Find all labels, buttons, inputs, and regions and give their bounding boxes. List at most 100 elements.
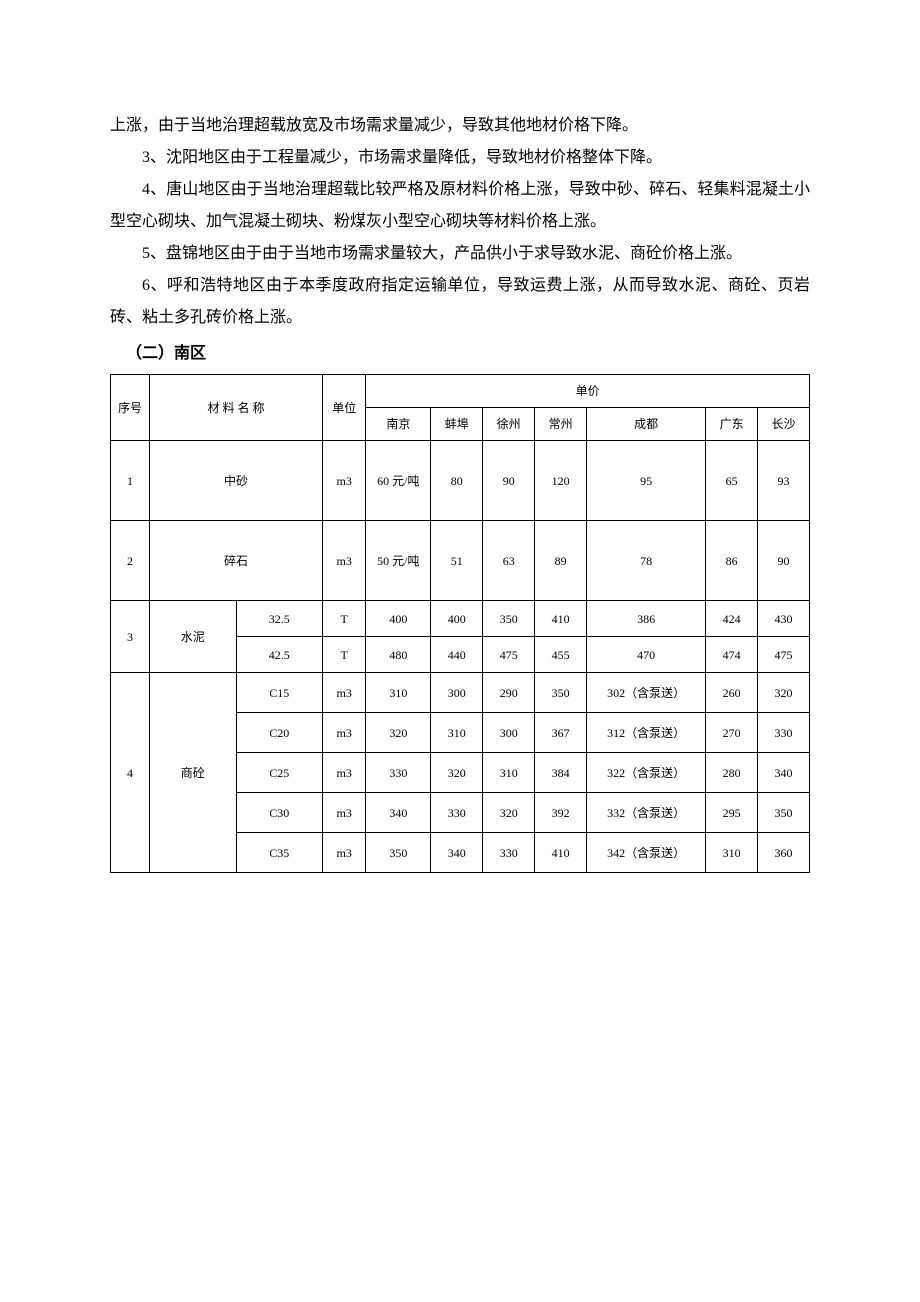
cell-name: 碎石 xyxy=(149,521,322,601)
paragraph-3: 4、唐山地区由于当地治理超载比较严格及原材料价格上涨，导致中砂、碎石、轻集料混凝… xyxy=(110,174,810,238)
cell-value: 320 xyxy=(758,673,810,713)
cell-value: 93 xyxy=(758,441,810,521)
cell-value: 455 xyxy=(535,637,587,673)
cell-value: 86 xyxy=(706,521,758,601)
cell-value: 332（含泵送） xyxy=(587,793,706,833)
header-city-2: 徐州 xyxy=(483,408,535,441)
paragraph-5: 6、呼和浩特地区由于本季度政府指定运输单位，导致运费上涨，从而导致水泥、商砼、页… xyxy=(110,270,810,334)
cell-value: 78 xyxy=(587,521,706,601)
header-unit: 单位 xyxy=(323,375,366,441)
cell-spec: C20 xyxy=(236,713,323,753)
header-seq: 序号 xyxy=(111,375,150,441)
cell-value: 400 xyxy=(366,601,431,637)
cell-unit: m3 xyxy=(323,441,366,521)
header-city-6: 长沙 xyxy=(758,408,810,441)
cell-value: 310 xyxy=(706,833,758,873)
cell-seq: 2 xyxy=(111,521,150,601)
cell-value: 350 xyxy=(483,601,535,637)
cell-unit: m3 xyxy=(323,793,366,833)
cell-value: 392 xyxy=(535,793,587,833)
table-header-row-1: 序号 材 料 名 称 单位 单价 xyxy=(111,375,810,408)
header-price: 单价 xyxy=(366,375,810,408)
cell-value: 330 xyxy=(758,713,810,753)
cell-value: 384 xyxy=(535,753,587,793)
cell-value: 320 xyxy=(483,793,535,833)
cell-value: 474 xyxy=(706,637,758,673)
cell-value: 360 xyxy=(758,833,810,873)
cell-spec: C35 xyxy=(236,833,323,873)
cell-name: 商砼 xyxy=(149,673,236,873)
cell-value: 310 xyxy=(483,753,535,793)
cell-value: 290 xyxy=(483,673,535,713)
cell-value: 270 xyxy=(706,713,758,753)
cell-value: 260 xyxy=(706,673,758,713)
cell-value: 295 xyxy=(706,793,758,833)
cell-value: 80 xyxy=(431,441,483,521)
cell-value: 310 xyxy=(431,713,483,753)
cell-spec: C25 xyxy=(236,753,323,793)
cell-value: 320 xyxy=(366,713,431,753)
cell-value: 386 xyxy=(587,601,706,637)
table-row: 2 碎石 m3 50 元/吨 51 63 89 78 86 90 xyxy=(111,521,810,601)
cell-unit: T xyxy=(323,601,366,637)
price-table: 序号 材 料 名 称 单位 单价 南京 蚌埠 徐州 常州 成都 广东 长沙 1 … xyxy=(110,374,810,873)
cell-value: 340 xyxy=(431,833,483,873)
header-city-5: 广东 xyxy=(706,408,758,441)
cell-value: 410 xyxy=(535,833,587,873)
cell-value: 310 xyxy=(366,673,431,713)
cell-value: 430 xyxy=(758,601,810,637)
cell-spec: C30 xyxy=(236,793,323,833)
cell-value: 95 xyxy=(587,441,706,521)
cell-value: 330 xyxy=(366,753,431,793)
table-row: 3 水泥 32.5 T 400 400 350 410 386 424 430 xyxy=(111,601,810,637)
cell-value: 340 xyxy=(366,793,431,833)
cell-value: 350 xyxy=(758,793,810,833)
cell-spec: 32.5 xyxy=(236,601,323,637)
paragraph-1: 上涨，由于当地治理超载放宽及市场需求量减少，导致其他地材价格下降。 xyxy=(110,110,810,142)
cell-value: 312（含泵送） xyxy=(587,713,706,753)
paragraph-4: 5、盘锦地区由于由于当地市场需求量较大，产品供小于求导致水泥、商砼价格上涨。 xyxy=(110,238,810,270)
cell-value: 63 xyxy=(483,521,535,601)
cell-unit: m3 xyxy=(323,833,366,873)
cell-value: 367 xyxy=(535,713,587,753)
cell-unit: m3 xyxy=(323,753,366,793)
cell-value: 424 xyxy=(706,601,758,637)
cell-value: 470 xyxy=(587,637,706,673)
cell-value: 330 xyxy=(483,833,535,873)
cell-value: 340 xyxy=(758,753,810,793)
cell-value: 280 xyxy=(706,753,758,793)
cell-value: 350 xyxy=(366,833,431,873)
cell-unit: T xyxy=(323,637,366,673)
cell-value: 475 xyxy=(483,637,535,673)
cell-value: 60 元/吨 xyxy=(366,441,431,521)
table-row: 1 中砂 m3 60 元/吨 80 90 120 95 65 93 xyxy=(111,441,810,521)
cell-value: 90 xyxy=(758,521,810,601)
header-city-3: 常州 xyxy=(535,408,587,441)
cell-value: 300 xyxy=(431,673,483,713)
cell-value: 50 元/吨 xyxy=(366,521,431,601)
cell-spec: 42.5 xyxy=(236,637,323,673)
cell-spec: C15 xyxy=(236,673,323,713)
table-row: 4 商砼 C15 m3 310 300 290 350 302（含泵送） 260… xyxy=(111,673,810,713)
cell-value: 400 xyxy=(431,601,483,637)
cell-name: 水泥 xyxy=(149,601,236,673)
cell-value: 330 xyxy=(431,793,483,833)
cell-value: 302（含泵送） xyxy=(587,673,706,713)
cell-unit: m3 xyxy=(323,521,366,601)
header-city-4: 成都 xyxy=(587,408,706,441)
cell-value: 120 xyxy=(535,441,587,521)
cell-value: 322（含泵送） xyxy=(587,753,706,793)
cell-value: 410 xyxy=(535,601,587,637)
section-title: （二）南区 xyxy=(110,338,810,370)
cell-seq: 3 xyxy=(111,601,150,673)
cell-unit: m3 xyxy=(323,713,366,753)
cell-unit: m3 xyxy=(323,673,366,713)
cell-value: 320 xyxy=(431,753,483,793)
header-city-0: 南京 xyxy=(366,408,431,441)
cell-value: 300 xyxy=(483,713,535,753)
cell-value: 51 xyxy=(431,521,483,601)
cell-value: 350 xyxy=(535,673,587,713)
cell-value: 475 xyxy=(758,637,810,673)
cell-value: 89 xyxy=(535,521,587,601)
paragraph-2: 3、沈阳地区由于工程量减少，市场需求量降低，导致地材价格整体下降。 xyxy=(110,142,810,174)
